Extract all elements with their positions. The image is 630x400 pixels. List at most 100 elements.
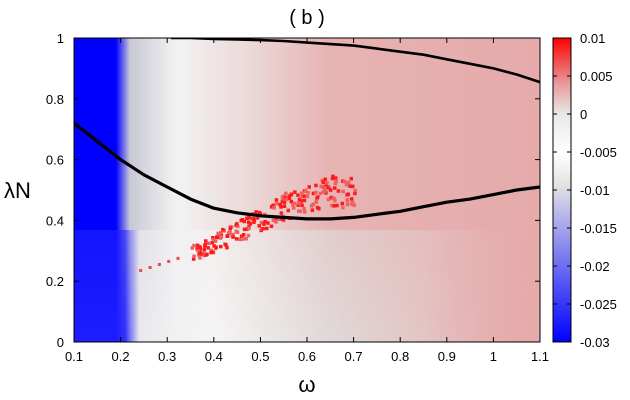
x-tick-label: 0.4: [205, 349, 223, 364]
colorbar-tick-label: -0.015: [580, 221, 617, 236]
heatmap-cell: [261, 227, 265, 231]
colorbar-tick-label: -0.005: [580, 145, 617, 160]
heatmap-cell: [303, 188, 308, 193]
heatmap-cell: [282, 204, 287, 208]
heatmap-cell: [248, 222, 253, 226]
heatmap-cell: [289, 199, 294, 204]
heatmap-cell: [284, 197, 289, 201]
colorbar: 0.01 0.005 0 -0.005 -0.01 -0.015 -0.02 -0.025 -0…: [552, 31, 617, 350]
heatmap-cell: [242, 227, 247, 232]
y-tick-label: 0.6: [46, 153, 64, 168]
y-tick-label: 1: [57, 31, 64, 46]
heatmap-cell: [273, 219, 277, 223]
heatmap-cell: [219, 230, 223, 235]
heatmap-cell: [257, 224, 261, 228]
heatmap-low-band: [74, 230, 540, 342]
heatmap-cell: [239, 218, 243, 223]
heatmap-cell: [148, 266, 152, 269]
heatmap-cell: [292, 201, 297, 206]
heatmap-cell: [216, 231, 220, 236]
heatmap-cell: [284, 191, 288, 196]
heatmap-cell: [311, 191, 316, 196]
heatmap-cell: [324, 183, 329, 187]
heatmap-cell: [198, 249, 202, 253]
heatmap-cell: [202, 247, 206, 251]
heatmap-cell: [329, 195, 334, 200]
heatmap-cell: [200, 252, 204, 256]
heatmap-cell: [227, 231, 231, 235]
heatmap-cell: [336, 189, 341, 193]
heatmap-cell: [281, 197, 286, 201]
x-tick-label: 1: [490, 349, 497, 364]
heatmap-cell: [306, 191, 310, 195]
heatmap-cell: [259, 220, 264, 225]
x-tick-label: 0.6: [298, 349, 316, 364]
heatmap-cell: [321, 180, 325, 184]
y-tick-label: 0.8: [46, 92, 64, 107]
heatmap-cell: [198, 246, 202, 251]
colorbar-tick-label: -0.03: [580, 335, 610, 350]
heatmap-cell: [351, 184, 355, 189]
heatmap-cell: [246, 233, 251, 238]
heatmap-cell: [139, 269, 143, 272]
heatmap-cell: [315, 195, 320, 200]
heatmap-cell: [300, 191, 304, 195]
heatmap-cell: [206, 246, 210, 250]
heatmap-cell: [224, 243, 228, 247]
heatmap-cell: [323, 177, 327, 181]
heatmap-cell: [277, 217, 281, 221]
heatmap-cell: [203, 242, 207, 247]
heatmap-cell: [225, 245, 229, 250]
x-tick-label: 0.3: [158, 349, 176, 364]
heatmap-cell: [287, 194, 291, 198]
x-tick-label: 0.9: [438, 349, 456, 364]
heatmap-cell: [239, 234, 244, 239]
x-tick-label: 0.1: [65, 349, 83, 364]
colorbar-tick-label: -0.02: [580, 259, 610, 274]
heatmap-cell: [274, 216, 279, 221]
heatmap-cell: [330, 176, 335, 181]
heatmap-cell: [257, 210, 262, 215]
heatmap-cell: [274, 198, 279, 202]
heatmap-cell: [212, 244, 216, 248]
heatmap-cell: [280, 195, 285, 199]
heatmap-cell: [296, 193, 300, 197]
heatmap-cell: [333, 181, 338, 186]
heatmap-cell: [300, 203, 304, 207]
heatmap-cell: [244, 237, 248, 241]
heatmap-cell: [275, 201, 279, 206]
curve-line: [170, 38, 540, 84]
heatmap-cell: [279, 211, 284, 215]
heatmap-cell: [279, 217, 283, 221]
heatmap-cell: [344, 182, 349, 187]
heatmap-cell: [346, 180, 351, 185]
heatmap-cell: [280, 199, 285, 203]
heatmap-cell: [314, 183, 318, 188]
heatmap: [74, 38, 540, 342]
heatmap-cell: [254, 210, 258, 214]
colorbar-tick-label: -0.01: [580, 183, 610, 198]
heatmap-cell: [202, 253, 206, 258]
x-tick-label: 0.5: [251, 349, 269, 364]
heatmap-cell: [326, 197, 331, 202]
heatmap-cell: [262, 222, 266, 226]
heatmap-cell: [289, 192, 294, 196]
heatmap-cell: [309, 204, 314, 208]
heatmap-cell: [340, 201, 344, 206]
heatmap-cell: [198, 256, 202, 260]
heatmap-cell: [299, 199, 303, 203]
heatmap-cell: [341, 189, 345, 194]
heatmap-cell: [241, 233, 246, 237]
heatmap-cell: [353, 191, 357, 196]
heatmap-cell: [318, 191, 323, 196]
heatmap-cell: [351, 200, 355, 205]
heatmap-cell: [323, 186, 327, 190]
heatmap-cell: [278, 202, 282, 207]
heatmap-cell: [334, 179, 339, 183]
y-tick-label: 0.4: [46, 213, 64, 228]
curves: [74, 38, 540, 221]
heatmap-cell: [325, 185, 330, 190]
heatmap-cell: [235, 222, 239, 226]
heatmap-cell: [252, 220, 256, 224]
heatmap-cell: [330, 203, 334, 208]
